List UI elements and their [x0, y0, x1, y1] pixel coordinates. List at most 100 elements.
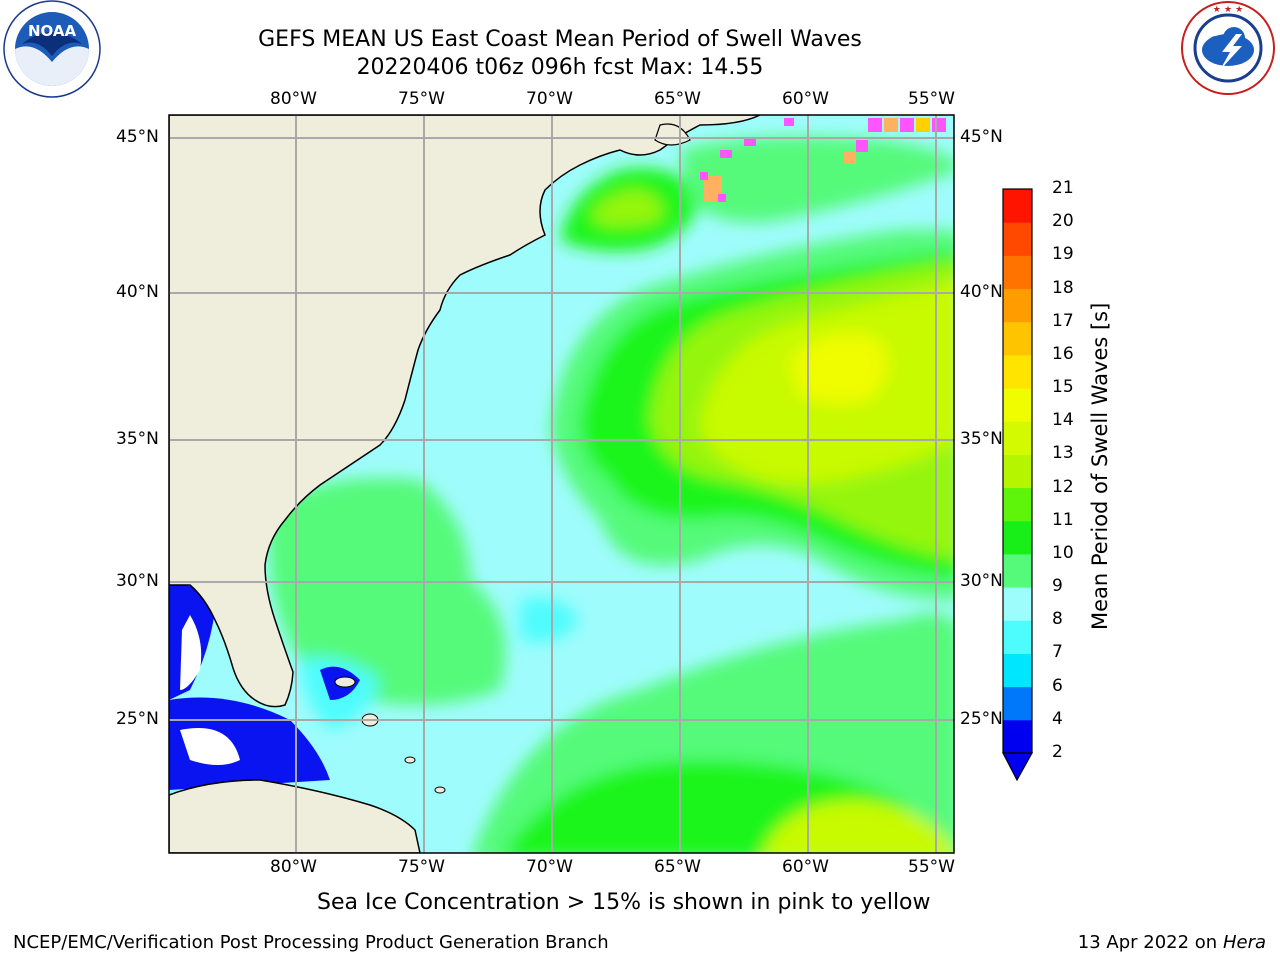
sea-ice-caption: Sea Ice Concentration > 15% is shown in …	[317, 890, 931, 915]
colorbar-tick-label: 2	[1052, 742, 1063, 762]
colorbar-extend-arrow	[1002, 752, 1034, 782]
colorbar-swatch	[1003, 189, 1032, 223]
colorbar-swatch	[1003, 388, 1032, 422]
colorbar-tick-label: 16	[1052, 343, 1074, 364]
lon-label-top: 80°W	[270, 89, 317, 109]
map-title: GEFS MEAN US East Coast Mean Period of S…	[258, 27, 862, 52]
colorbar-swatch	[1003, 487, 1032, 522]
colorbar-swatch	[1003, 553, 1032, 588]
colorbar-swatch	[1003, 653, 1032, 688]
colorbar-swatch	[1003, 354, 1032, 389]
lat-label-left: 40°N	[116, 282, 159, 302]
colorbar-frame	[1002, 188, 1033, 754]
island-grand-bahama	[334, 676, 356, 688]
lon-label-top: 75°W	[398, 89, 445, 109]
colorbar-swatch	[1003, 288, 1032, 323]
svg-text:★ ★ ★: ★ ★ ★	[1213, 5, 1243, 15]
ice-pixel	[868, 118, 882, 132]
ice-pixel	[856, 140, 868, 152]
ice-pixel	[916, 118, 930, 132]
colorbar-tick-label: 6	[1052, 675, 1063, 696]
field-cyan-patch	[520, 597, 580, 643]
ice-pixel	[744, 138, 756, 146]
colorbar-swatch	[1003, 255, 1032, 290]
lat-label-right: 30°N	[960, 571, 1003, 591]
colorbar-swatch	[1003, 421, 1032, 455]
colorbar-tick-label: 9	[1052, 576, 1063, 597]
lat-label-left: 45°N	[116, 127, 159, 147]
field-green-yellow-north	[590, 190, 663, 227]
field-light-green-north	[680, 136, 954, 223]
colorbar-swatch	[1003, 222, 1032, 256]
land-north-america	[169, 115, 761, 708]
lat-label-right: 40°N	[960, 282, 1003, 302]
field-yellow-core	[790, 333, 888, 404]
island-turks	[434, 786, 446, 794]
field-missing-caribbean	[180, 728, 240, 765]
footer-credit: NCEP/EMC/Verification Post Processing Pr…	[13, 932, 609, 953]
lon-label-bottom: 65°W	[654, 857, 701, 877]
colorbar-tick-label: 20	[1052, 211, 1074, 232]
island-exuma	[404, 756, 416, 764]
land-cuba	[169, 779, 421, 853]
lat-label-left: 35°N	[116, 429, 159, 449]
ice-pixel	[844, 152, 856, 164]
lon-label-bottom: 60°W	[782, 857, 829, 877]
ice-pixel	[704, 176, 722, 202]
lon-label-top: 70°W	[526, 89, 573, 109]
lat-label-right: 25°N	[960, 709, 1003, 729]
colorbar-tick-label: 17	[1052, 310, 1074, 331]
ice-pixel	[784, 118, 794, 126]
noaa-logo-text: NOAA	[28, 22, 77, 40]
map-subtitle: 20220406 t06z 096h fcst Max: 14.55	[356, 55, 764, 80]
colorbar-tick-label: 19	[1052, 244, 1074, 265]
colorbar-swatch	[1003, 321, 1032, 356]
ice-pixel	[700, 172, 708, 180]
ice-pixel	[932, 118, 946, 132]
land-nova-scotia	[654, 123, 691, 146]
lat-label-right: 35°N	[960, 429, 1003, 449]
lon-label-bottom: 80°W	[270, 857, 317, 877]
footer-machine: Hera	[1222, 932, 1266, 953]
lon-label-bottom: 55°W	[908, 857, 955, 877]
colorbar	[1002, 188, 1034, 782]
lon-label-bottom: 75°W	[398, 857, 445, 877]
lon-label-top: 65°W	[654, 89, 701, 109]
colorbar-tick-label: 18	[1052, 277, 1074, 298]
map-frame	[168, 114, 955, 854]
colorbar-tick-label: 13	[1052, 443, 1074, 464]
nws-logo: ★ ★ ★	[1181, 1, 1275, 95]
colorbar-title: Mean Period of Swell Waves [s]	[1088, 302, 1112, 630]
ice-pixel	[720, 150, 732, 158]
footer-date: 13 Apr 2022 on Hera	[1078, 932, 1266, 953]
colorbar-tick-label: 15	[1052, 377, 1074, 398]
colorbar-swatch	[1003, 620, 1032, 654]
lat-label-right: 45°N	[960, 127, 1003, 147]
colorbar-swatch	[1003, 454, 1032, 489]
field-light-green-west	[268, 478, 506, 705]
colorbar-swatch	[1003, 520, 1032, 555]
colorbar-tick-label: 4	[1052, 708, 1063, 729]
lon-label-bottom: 70°W	[526, 857, 573, 877]
colorbar-tick-label: 7	[1052, 642, 1063, 663]
colorbar-tick-label: 10	[1052, 542, 1074, 563]
colorbar-tick-label: 11	[1052, 509, 1074, 530]
ice-pixel	[884, 118, 898, 132]
lat-label-left: 30°N	[116, 571, 159, 591]
colorbar-swatch	[1003, 686, 1032, 721]
colorbar-tick-label: 21	[1052, 178, 1074, 198]
colorbar-tick-label: 14	[1052, 410, 1074, 431]
lon-label-top: 55°W	[908, 89, 955, 109]
colorbar-swatch	[1003, 719, 1032, 754]
colorbar-swatch	[1003, 587, 1032, 621]
footer-date-text: 13 Apr 2022 on	[1077, 932, 1223, 953]
lon-label-top: 60°W	[782, 89, 829, 109]
ice-pixel	[900, 118, 914, 132]
field-missing-gulf	[180, 615, 202, 690]
colorbar-tick-label: 12	[1052, 476, 1074, 497]
lat-label-left: 25°N	[116, 709, 159, 729]
ice-pixel	[718, 194, 726, 202]
colorbar-tick-label: 8	[1052, 609, 1063, 630]
field-yellowgreen-south	[762, 800, 954, 853]
